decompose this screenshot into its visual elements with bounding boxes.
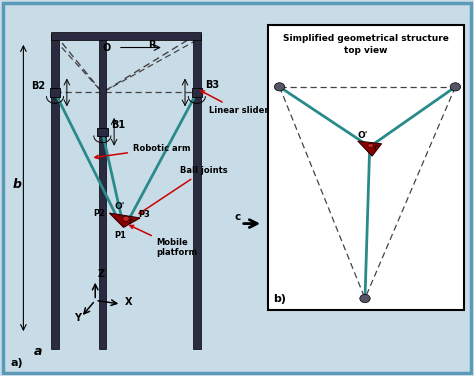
- Text: r: r: [128, 217, 132, 226]
- Bar: [99, 35, 106, 349]
- Circle shape: [450, 83, 461, 91]
- Text: Robotic arm: Robotic arm: [95, 144, 191, 159]
- Text: Linear slider: Linear slider: [201, 91, 268, 115]
- Bar: [191, 88, 202, 97]
- Text: B1: B1: [111, 120, 125, 130]
- Text: B3: B3: [205, 80, 219, 90]
- Text: b: b: [12, 178, 21, 191]
- Polygon shape: [109, 213, 140, 227]
- Bar: [50, 88, 60, 97]
- Text: X: X: [125, 297, 133, 307]
- Circle shape: [368, 143, 374, 148]
- Circle shape: [360, 294, 370, 303]
- Polygon shape: [358, 141, 382, 156]
- Text: O': O': [358, 132, 368, 141]
- Bar: [51, 35, 59, 349]
- Text: R: R: [148, 40, 155, 50]
- Text: b): b): [273, 294, 286, 303]
- Text: r: r: [374, 144, 377, 152]
- FancyBboxPatch shape: [3, 3, 471, 373]
- Text: P2: P2: [93, 209, 105, 218]
- Bar: [193, 35, 201, 349]
- Text: a: a: [34, 345, 42, 358]
- Text: P3: P3: [138, 210, 150, 219]
- Circle shape: [274, 83, 285, 91]
- Text: B2: B2: [31, 81, 46, 91]
- Text: c: c: [235, 212, 241, 222]
- Text: Ball joints: Ball joints: [139, 166, 228, 214]
- Bar: [51, 32, 201, 39]
- Text: Y: Y: [74, 313, 81, 323]
- Text: Mobile
platform: Mobile platform: [130, 225, 198, 258]
- Text: Simplified geometrical structure
top view: Simplified geometrical structure top vie…: [283, 35, 449, 55]
- Text: O': O': [114, 202, 125, 211]
- Text: Z: Z: [98, 269, 105, 279]
- Circle shape: [123, 216, 129, 221]
- Bar: [97, 128, 108, 136]
- Bar: [268, 25, 464, 310]
- Text: O: O: [103, 42, 111, 53]
- Text: a): a): [10, 358, 23, 368]
- Text: P1: P1: [114, 231, 126, 240]
